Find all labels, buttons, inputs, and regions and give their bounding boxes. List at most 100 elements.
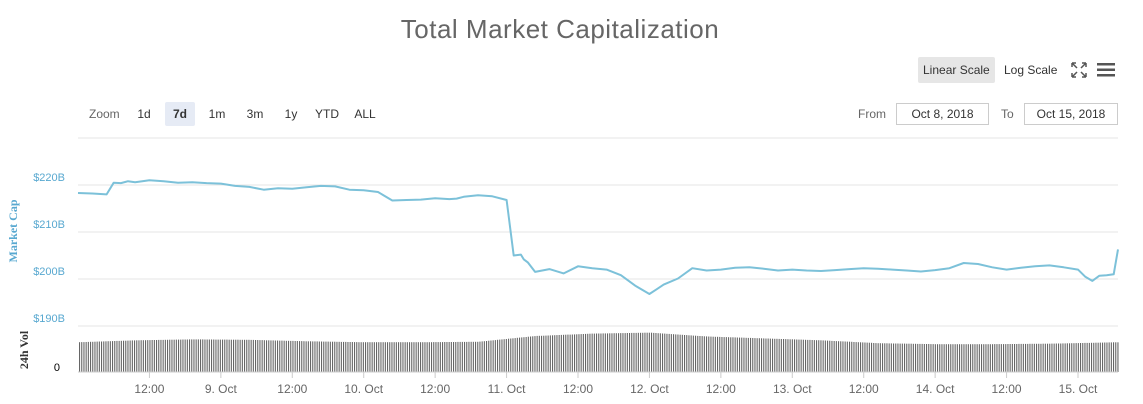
volume-bar <box>450 342 452 372</box>
y-axis-label-volume: 24h Vol <box>17 330 31 369</box>
volume-bar <box>743 337 745 372</box>
volume-bars <box>78 332 1119 373</box>
volume-bar <box>972 344 974 372</box>
volume-bar <box>989 344 991 372</box>
volume-bar <box>371 342 373 372</box>
volume-bar <box>686 335 688 372</box>
volume-bar <box>508 338 510 372</box>
volume-bar <box>404 342 406 372</box>
volume-bar <box>626 333 628 372</box>
volume-bar <box>1066 343 1068 372</box>
volume-bar <box>1005 344 1007 372</box>
volume-bar <box>136 340 138 372</box>
volume-bar <box>153 340 155 372</box>
volume-bar <box>613 333 615 372</box>
volume-bar <box>534 336 536 372</box>
volume-bar <box>178 339 180 372</box>
chart-title: Total Market Capitalization <box>400 14 720 44</box>
volume-bar <box>140 340 142 372</box>
range-button-3m[interactable]: 3m <box>246 107 264 121</box>
range-button-1y[interactable]: 1y <box>284 107 298 121</box>
volume-bar <box>479 341 481 372</box>
range-button-1m[interactable]: 1m <box>208 107 226 121</box>
volume-bar <box>857 342 859 372</box>
volume-bar <box>151 340 153 372</box>
volume-bar <box>1093 342 1095 372</box>
log-scale-button[interactable]: Log Scale <box>1004 63 1058 77</box>
volume-bar <box>92 341 94 372</box>
volume-bar <box>728 337 730 372</box>
volume-bar <box>882 343 884 372</box>
volume-bar <box>461 341 463 372</box>
volume-bar <box>96 341 98 372</box>
volume-bar <box>543 335 545 372</box>
volume-bar <box>501 339 503 372</box>
volume-bar <box>1003 344 1005 372</box>
range-button-1d[interactable]: 1d <box>137 107 151 121</box>
fullscreen-icon[interactable] <box>1069 60 1089 80</box>
volume-bar <box>362 342 364 372</box>
volume-bar <box>860 342 862 372</box>
x-tick-label: 12:00 <box>420 382 450 396</box>
volume-bar <box>1040 343 1042 372</box>
volume-bar <box>602 333 604 372</box>
volume-bar <box>424 342 426 372</box>
volume-bar <box>105 341 107 372</box>
volume-bar <box>662 333 664 372</box>
volume-bar <box>809 339 811 372</box>
volume-bar <box>351 342 353 372</box>
volume-bar <box>228 339 230 372</box>
y-axis-label-market-cap: Market Cap <box>6 199 20 262</box>
range-button-ytd[interactable]: YTD <box>315 107 339 121</box>
volume-bar <box>369 342 371 372</box>
volume-bar <box>1069 343 1071 372</box>
volume-bar <box>156 340 158 372</box>
volume-bar <box>384 342 386 372</box>
volume-bar <box>1086 342 1088 372</box>
volume-bar <box>310 341 312 372</box>
volume-bar <box>769 338 771 372</box>
volume-bar <box>158 339 160 372</box>
volume-bar <box>189 339 191 372</box>
volume-bar <box>356 342 358 372</box>
volume-bar <box>585 333 587 372</box>
to-date-input[interactable] <box>1024 103 1118 125</box>
volume-bar <box>162 339 164 372</box>
volume-bar <box>981 344 983 372</box>
hamburger-menu-icon[interactable] <box>1096 60 1116 80</box>
volume-bar <box>917 343 919 372</box>
volume-bar <box>598 333 600 372</box>
volume-bar <box>679 334 681 372</box>
volume-bar <box>103 341 105 372</box>
range-button-7d[interactable]: 7d <box>165 102 195 126</box>
volume-bar <box>206 339 208 372</box>
volume-bar <box>241 339 243 372</box>
volume-bar <box>1020 343 1022 372</box>
from-date-input[interactable] <box>896 103 989 125</box>
volume-bar <box>739 337 741 372</box>
volume-bar <box>1055 343 1057 372</box>
volume-bar <box>580 334 582 372</box>
volume-bar <box>1099 342 1101 372</box>
volume-bar <box>1110 342 1112 372</box>
volume-bar <box>730 337 732 372</box>
volume-bar <box>873 343 875 372</box>
volume-bar <box>1113 342 1115 372</box>
volume-bar <box>736 337 738 372</box>
volume-bar <box>844 341 846 372</box>
volume-bar <box>1084 342 1086 372</box>
y-gridlines <box>78 184 1118 327</box>
volume-bar <box>725 337 727 372</box>
volume-bar <box>453 342 455 372</box>
volume-bar <box>587 333 589 372</box>
linear-scale-button[interactable]: Linear Scale <box>918 57 995 83</box>
volume-bar <box>1033 343 1035 372</box>
volume-bar <box>970 344 972 372</box>
x-tick-label: 10. Oct <box>344 382 383 396</box>
volume-bar <box>1051 343 1053 372</box>
range-button-all[interactable]: ALL <box>354 107 376 121</box>
volume-bar <box>567 334 569 372</box>
volume-bar <box>255 340 257 372</box>
volume-bar <box>915 343 917 372</box>
